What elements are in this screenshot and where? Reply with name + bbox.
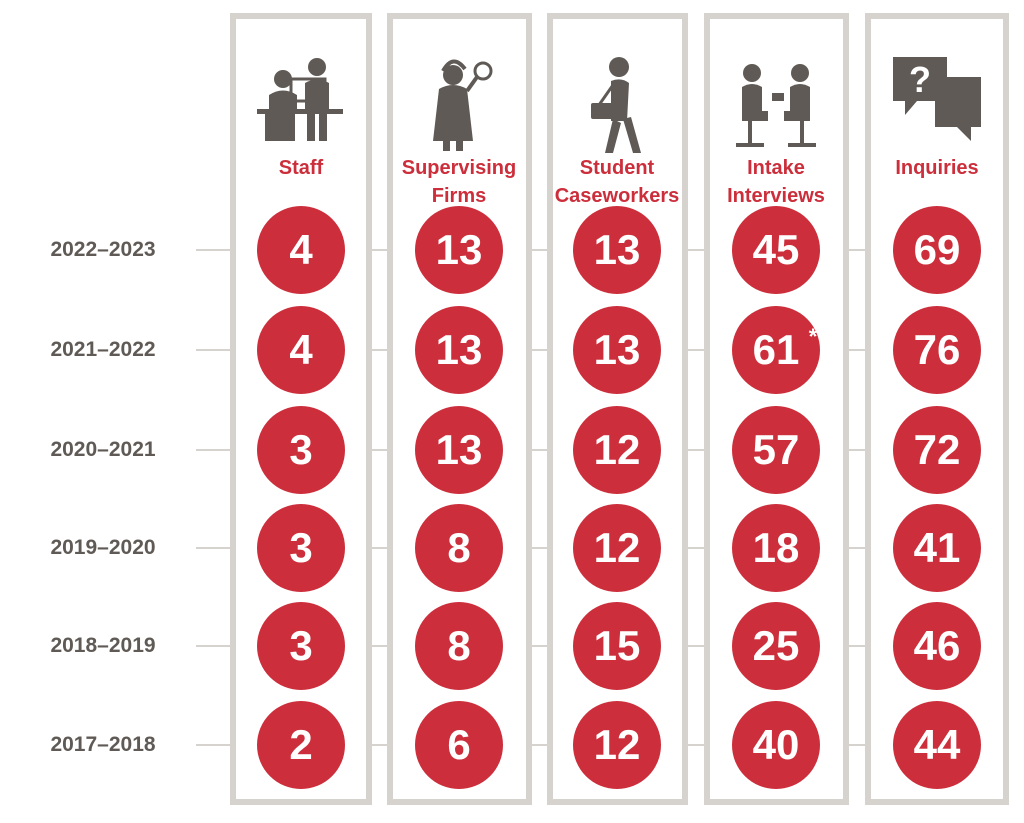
value-label: 12 — [593, 721, 641, 768]
svg-text:?: ? — [909, 59, 931, 100]
student-caseworker-icon — [569, 49, 665, 155]
value-label: 3 — [289, 524, 313, 571]
year-label: 2019–2020 — [50, 536, 156, 559]
inquiries-icon: ? — [889, 49, 985, 155]
value-circle: 12 — [573, 406, 661, 494]
value-label: 25 — [752, 622, 800, 669]
year-label: 2020–2021 — [50, 438, 156, 461]
footnote-mark: * — [808, 324, 818, 349]
intake-interview-icon — [728, 49, 824, 155]
value-label: 45 — [752, 226, 800, 273]
value-circle: 12 — [573, 701, 661, 789]
value-circle: 40 — [732, 701, 820, 789]
value-label: 4 — [289, 326, 313, 373]
value-label: 61 * — [752, 324, 818, 373]
value-circle: 41 — [893, 504, 981, 592]
value-circle: 8 — [415, 504, 503, 592]
value-circle: 8 — [415, 602, 503, 690]
value-circle: 13 — [415, 306, 503, 394]
value-label: 4 — [289, 226, 313, 273]
column-header: Staff — [278, 157, 324, 179]
value-circle: 13 — [573, 206, 661, 294]
value-label: 40 — [752, 721, 800, 768]
value-circle: 13 — [415, 406, 503, 494]
value-label: 3 — [289, 426, 313, 473]
value-label: 41 — [913, 524, 961, 571]
value-label: 57 — [752, 426, 800, 473]
value-label: 2 — [289, 721, 313, 768]
value-circle: 44 — [893, 701, 981, 789]
value-circle: 57 — [732, 406, 820, 494]
value-label: 76 — [913, 326, 961, 373]
year-label: 2017–2018 — [50, 733, 156, 756]
value-label: 12 — [593, 524, 641, 571]
value-label: 13 — [435, 226, 483, 273]
value-circle: 15 — [573, 602, 661, 690]
value-label: 72 — [913, 426, 961, 473]
value-circle: 4 — [257, 206, 345, 294]
value-circle: 45 — [732, 206, 820, 294]
year-label: 2018–2019 — [50, 634, 156, 657]
value-circle: 13 — [415, 206, 503, 294]
value-circle: 76 — [893, 306, 981, 394]
value-label: 6 — [447, 721, 471, 768]
value-circle: 18 — [732, 504, 820, 592]
value-label: 18 — [752, 524, 800, 571]
year-label: 2022–2023 — [50, 238, 156, 261]
value-circle: 46 — [893, 602, 981, 690]
value-circle: 61 * — [732, 306, 820, 394]
column-header: Student Caseworkers — [554, 157, 680, 207]
value-label: 13 — [593, 226, 641, 273]
value-circle: 69 — [893, 206, 981, 294]
value-circle: 13 — [573, 306, 661, 394]
value-circle: 72 — [893, 406, 981, 494]
value-label: 15 — [593, 622, 641, 669]
value-circle: 3 — [257, 406, 345, 494]
supervising-firms-icon — [411, 49, 507, 155]
value-label: 8 — [447, 622, 471, 669]
value-circle: 3 — [257, 602, 345, 690]
value-label: 69 — [913, 226, 961, 273]
value-circle: 12 — [573, 504, 661, 592]
value-label: 13 — [593, 326, 641, 373]
value-label: 13 — [435, 426, 483, 473]
value-circle: 25 — [732, 602, 820, 690]
value-label: 46 — [913, 622, 961, 669]
value-circle: 2 — [257, 701, 345, 789]
column-header: Intake Interviews — [727, 157, 825, 207]
value-label: 8 — [447, 524, 471, 571]
column-header: Supervising Firms — [401, 157, 517, 207]
value-label: 12 — [593, 426, 641, 473]
value-circle: 4 — [257, 306, 345, 394]
column-header: Inquiries — [895, 157, 979, 179]
value-circle: 3 — [257, 504, 345, 592]
value-label: 44 — [913, 721, 961, 768]
value-label: 3 — [289, 622, 313, 669]
value-circle: 6 — [415, 701, 503, 789]
value-label: 13 — [435, 326, 483, 373]
year-label: 2021–2022 — [50, 338, 156, 361]
staff-icon — [253, 49, 349, 155]
